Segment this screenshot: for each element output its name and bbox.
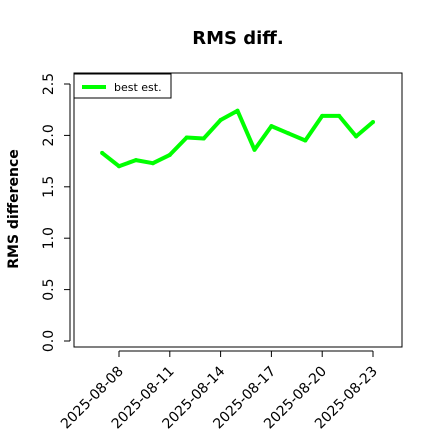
data-point [167, 152, 172, 157]
data-point [235, 108, 240, 113]
y-tick-label: 1.0 [41, 227, 57, 249]
y-tick-label: 2.5 [41, 73, 57, 95]
series-line [100, 108, 375, 169]
data-point [286, 131, 291, 136]
data-point [100, 150, 105, 155]
data-point [117, 164, 121, 169]
data-point [252, 147, 257, 152]
data-point [201, 136, 206, 141]
data-point [218, 118, 223, 122]
y-tick-label: 0.5 [41, 278, 57, 300]
data-point [184, 135, 189, 140]
plot-frame [73, 72, 403, 348]
series-layer [100, 108, 375, 169]
y-tick-label: 0.0 [41, 330, 57, 352]
x-axis: 2025-08-082025-08-112025-08-142025-08-17… [58, 350, 381, 432]
data-point [320, 113, 325, 118]
y-tick-label: 2.0 [41, 124, 57, 146]
data-point [303, 138, 308, 143]
y-axis: 0.0 0.5 1.0 1.5 2.0 2.5 [41, 73, 71, 352]
legend-label-best-est: best est. [114, 81, 162, 94]
data-point [371, 120, 375, 124]
legend: best est. [73, 73, 172, 99]
y-tick-label: 1.5 [41, 176, 57, 198]
data-point [133, 158, 138, 163]
y-axis-label: RMS difference [6, 149, 22, 269]
data-point [269, 124, 274, 129]
data-point [150, 161, 155, 166]
data-point [354, 134, 359, 139]
chart-title: RMS diff. [192, 28, 283, 49]
data-point [337, 113, 342, 118]
